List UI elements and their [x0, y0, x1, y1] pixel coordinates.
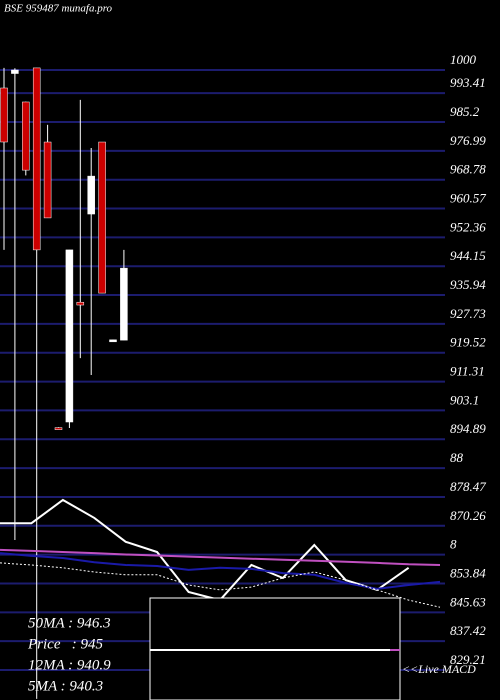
- ma-line: [0, 548, 441, 566]
- y-tick-label: 952.36: [450, 219, 486, 234]
- y-tick-label: 993.41: [450, 75, 486, 90]
- y-tick-label: 911.31: [450, 364, 485, 379]
- y-tick-label: 944.15: [450, 248, 486, 263]
- y-tick-label: 853.84: [450, 565, 486, 580]
- candle-body: [0, 87, 8, 143]
- y-tick-label: 845.63: [450, 594, 486, 609]
- stat: 5MA : 940.3: [28, 678, 103, 694]
- ma-line: [0, 562, 441, 608]
- ma-line: [0, 498, 410, 602]
- stat: 50MA : 946.3: [28, 615, 111, 631]
- candle-body: [76, 301, 85, 306]
- candle-body: [43, 141, 52, 219]
- y-tick-label: 88: [450, 450, 464, 465]
- y-tick-label: 968.78: [450, 162, 486, 177]
- candle-body: [87, 175, 95, 215]
- macd-label: <<Live MACD: [402, 662, 476, 676]
- y-tick-label: 960.57: [450, 191, 486, 206]
- y-tick-label: 935.94: [450, 277, 486, 292]
- y-tick-label: 837.42: [450, 623, 486, 638]
- y-tick-label: 894.89: [450, 421, 486, 436]
- candle-body: [32, 67, 41, 251]
- y-tick-label: 878.47: [450, 479, 486, 494]
- y-tick-label: 1000: [450, 52, 477, 67]
- y-tick-label: 976.99: [450, 133, 486, 148]
- y-tick-label: 870.26: [450, 508, 486, 523]
- y-tick-label: 8: [450, 537, 457, 552]
- chart-title: BSE 959487 munafa.pro: [4, 3, 113, 15]
- candle-body: [98, 141, 106, 294]
- candle-body: [109, 339, 117, 343]
- candle-body: [54, 427, 63, 430]
- candle-body: [11, 69, 19, 74]
- candle-body: [120, 267, 128, 341]
- y-tick-label: 927.73: [450, 306, 486, 321]
- y-tick-label: 985.2: [450, 104, 480, 119]
- candle-body: [22, 101, 30, 171]
- y-tick-label: 903.1: [450, 392, 479, 407]
- stat: Price : 945: [27, 636, 103, 652]
- y-tick-label: 829.21: [450, 652, 486, 667]
- y-tick-label: 919.52: [450, 335, 486, 350]
- candle-body: [65, 249, 74, 423]
- stat: 12MA : 940.9: [28, 657, 111, 673]
- plot: [0, 67, 441, 699]
